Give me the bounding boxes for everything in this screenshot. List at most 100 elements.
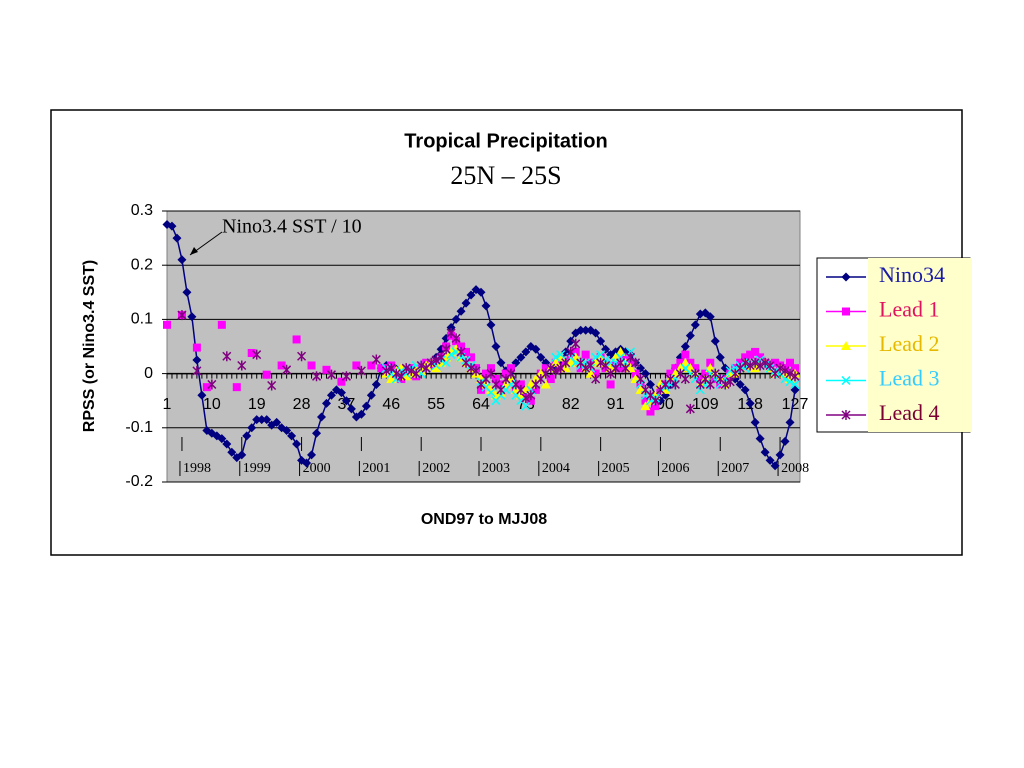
marker-x [556,350,566,360]
marker-star [297,351,307,362]
marker-star [745,360,755,371]
marker-diamond [371,379,381,389]
marker-diamond [252,415,262,425]
marker-square [571,347,580,356]
marker-star [526,390,536,401]
marker-diamond [326,390,336,400]
legend-text-background [868,258,972,432]
marker-square [676,358,685,367]
marker-diamond [491,342,501,351]
marker-square [262,370,271,379]
plot-area [166,210,801,483]
marker-diamond [466,290,476,300]
marker-triangle [550,357,561,367]
marker-square [666,369,675,378]
marker-x [486,388,496,398]
marker-square [756,353,765,362]
marker-x [551,352,561,362]
marker-star [785,368,795,379]
marker-star [685,403,695,414]
marker-diamond [312,428,322,438]
marker-star [192,365,202,376]
marker-star [431,355,441,366]
legend-label: Lead 2 [879,331,939,356]
marker-square [307,361,316,370]
marker-diamond [451,314,461,324]
marker-diamond [302,458,312,468]
marker-star [670,379,680,390]
marker-star [436,352,446,363]
marker-star [841,410,851,420]
x-tick-label: 28 [293,396,311,413]
marker-square [646,407,655,416]
x-tick-label: 64 [472,396,490,413]
marker-star [426,357,436,368]
year-label: 2004 [542,461,570,476]
marker-star [252,349,262,360]
marker-star [630,357,641,368]
marker-diamond [461,298,471,308]
year-label: 2007 [721,461,749,476]
marker-diamond [237,450,247,460]
marker-square [671,364,680,373]
year-label: 2003 [482,461,510,476]
marker-star [596,357,606,368]
marker-star [591,374,601,385]
marker-star [586,360,596,371]
marker-square [686,358,695,367]
marker-diamond [307,450,317,460]
x-tick-label: 82 [562,396,580,413]
marker-star [705,379,715,390]
marker-star [780,365,790,376]
marker-diamond [785,417,795,427]
y-tick-label: 0 [144,365,153,382]
marker-triangle [680,357,691,367]
marker-diamond [172,233,182,243]
marker-star [486,368,496,379]
marker-star [635,374,646,385]
x-tick-label: 19 [248,396,266,413]
marker-star [566,346,576,357]
x-tick-label: 1 [163,396,172,413]
marker-star [207,379,217,390]
marker-diamond [262,415,272,425]
marker-diamond [272,417,282,427]
chart-title: Tropical Precipitation [404,130,607,152]
marker-diamond [780,436,790,446]
marker-diamond [765,455,775,465]
marker-diamond [227,447,237,457]
marker-star [516,384,526,395]
marker-square [541,364,550,373]
marker-square [842,307,850,316]
year-label: 2001 [362,461,390,476]
marker-square [651,402,660,411]
marker-star [396,371,406,382]
marker-star [267,380,277,391]
y-tick-label: 0.2 [131,256,153,273]
marker-diamond [197,390,207,400]
marker-star [401,363,411,374]
marker-diamond [177,255,187,265]
marker-star [456,346,466,357]
marker-star [506,368,516,379]
marker-square [481,369,490,378]
legend-label: Lead 1 [879,297,939,322]
marker-diamond [341,396,351,406]
marker-diamond [456,306,466,316]
marker-star [760,357,770,368]
x-tick-label: 127 [782,396,809,413]
legend-label: Lead 3 [879,366,939,391]
marker-star [466,363,476,374]
marker-square [292,335,301,344]
x-tick-label: 55 [427,396,445,413]
marker-diamond [187,312,197,322]
marker-diamond [167,221,177,231]
marker-square [681,350,690,359]
marker-diamond [735,379,745,389]
year-label: 1998 [183,461,211,476]
marker-diamond [481,301,491,311]
marker-square [277,361,286,370]
marker-x [521,401,531,411]
marker-star [441,344,451,355]
